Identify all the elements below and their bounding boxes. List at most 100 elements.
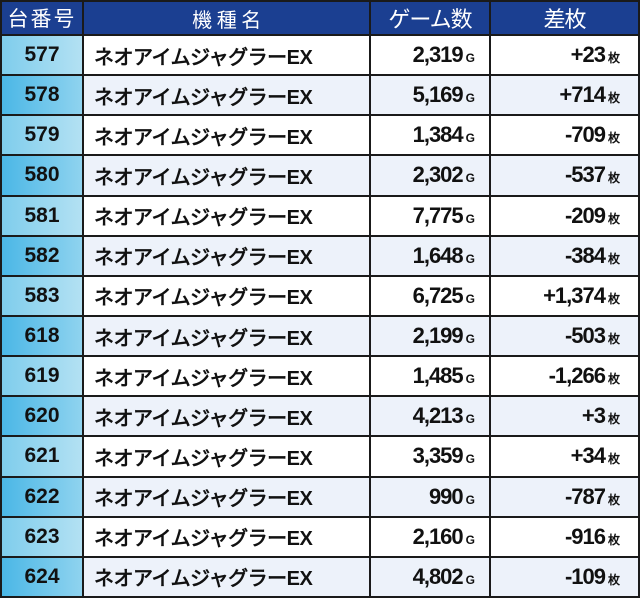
diff-cell: -787 枚 — [489, 475, 640, 518]
model-name: ネオアイムジャグラーEX — [82, 274, 371, 317]
diff-unit: 枚 — [607, 211, 620, 226]
table-row: 622 ネオアイムジャグラーEX 990 G -787 枚 — [0, 475, 640, 518]
model-name: ネオアイムジャグラーEX — [82, 355, 371, 398]
game-count: 5,169 — [412, 82, 464, 108]
table-row: 623 ネオアイムジャグラーEX 2,160 G -916 枚 — [0, 515, 640, 558]
table-header-row: 台番号 機 種 名 ゲーム数 差枚 — [0, 0, 640, 36]
table-row: 582 ネオアイムジャグラーEX 1,648 G -384 枚 — [0, 234, 640, 277]
machine-no: 580 — [0, 154, 84, 197]
table-row: 620 ネオアイムジャグラーEX 4,213 G +3 枚 — [0, 395, 640, 438]
diff-value: +714 — [559, 82, 606, 108]
table-row: 624 ネオアイムジャグラーEX 4,802 G -109 枚 — [0, 555, 640, 598]
game-count: 1,485 — [412, 363, 464, 389]
game-count-cell: 2,302 G — [369, 154, 491, 197]
game-count: 1,648 — [412, 242, 464, 268]
game-count-cell: 4,213 G — [369, 395, 491, 438]
game-count: 2,199 — [412, 323, 464, 349]
diff-cell: -709 枚 — [489, 114, 640, 157]
machine-no: 624 — [0, 555, 84, 598]
game-unit: G — [465, 171, 475, 186]
diff-cell: -916 枚 — [489, 515, 640, 558]
game-unit: G — [465, 251, 475, 266]
diff-value: +23 — [570, 42, 606, 68]
game-count: 2,302 — [412, 162, 464, 188]
game-unit: G — [465, 532, 475, 547]
model-name: ネオアイムジャグラーEX — [82, 114, 371, 157]
header-diff: 差枚 — [489, 0, 640, 36]
diff-value: -787 — [564, 483, 606, 509]
game-count-cell: 990 G — [369, 475, 491, 518]
machine-no: 577 — [0, 33, 84, 77]
model-name: ネオアイムジャグラーEX — [82, 395, 371, 438]
game-unit: G — [465, 51, 475, 66]
table-row: 621 ネオアイムジャグラーEX 3,359 G +34 枚 — [0, 435, 640, 478]
machine-no: 582 — [0, 234, 84, 277]
model-name: ネオアイムジャグラーEX — [82, 555, 371, 598]
machine-no: 579 — [0, 114, 84, 157]
diff-value: -709 — [564, 122, 606, 148]
model-name: ネオアイムジャグラーEX — [82, 515, 371, 558]
table-row: 581 ネオアイムジャグラーEX 7,775 G -209 枚 — [0, 194, 640, 237]
diff-unit: 枚 — [607, 372, 620, 387]
diff-value: -503 — [564, 323, 606, 349]
header-model: 機 種 名 — [82, 0, 371, 36]
game-count-cell: 2,199 G — [369, 314, 491, 358]
diff-value: -916 — [564, 523, 606, 549]
machine-no: 621 — [0, 435, 84, 478]
game-unit: G — [465, 572, 475, 587]
machine-no: 618 — [0, 314, 84, 358]
game-unit: G — [465, 211, 475, 226]
game-count: 1,384 — [412, 122, 464, 148]
game-count-cell: 5,169 G — [369, 74, 491, 117]
diff-cell: -1,266 枚 — [489, 355, 640, 398]
game-count: 2,319 — [412, 42, 464, 68]
game-unit: G — [465, 412, 475, 427]
diff-unit: 枚 — [607, 532, 620, 547]
header-games: ゲーム数 — [369, 0, 491, 36]
machine-no: 620 — [0, 395, 84, 438]
table-row: 579 ネオアイムジャグラーEX 1,384 G -709 枚 — [0, 114, 640, 157]
machine-no: 581 — [0, 194, 84, 237]
diff-value: -1,266 — [548, 363, 606, 389]
game-count-cell: 3,359 G — [369, 435, 491, 478]
diff-cell: -209 枚 — [489, 194, 640, 237]
diff-unit: 枚 — [607, 452, 620, 467]
game-count: 7,775 — [412, 202, 464, 228]
diff-cell: +1,374 枚 — [489, 274, 640, 317]
table-row: 577 ネオアイムジャグラーEX 2,319 G +23 枚 — [0, 33, 640, 77]
machine-no: 578 — [0, 74, 84, 117]
game-count: 990 — [428, 483, 464, 509]
game-count: 6,725 — [412, 282, 464, 308]
model-name: ネオアイムジャグラーEX — [82, 314, 371, 358]
diff-unit: 枚 — [607, 332, 620, 347]
model-name: ネオアイムジャグラーEX — [82, 154, 371, 197]
table-row: 580 ネオアイムジャグラーEX 2,302 G -537 枚 — [0, 154, 640, 197]
game-count-cell: 1,485 G — [369, 355, 491, 398]
model-name: ネオアイムジャグラーEX — [82, 234, 371, 277]
diff-cell: +3 枚 — [489, 395, 640, 438]
model-name: ネオアイムジャグラーEX — [82, 74, 371, 117]
machine-no: 619 — [0, 355, 84, 398]
model-name: ネオアイムジャグラーEX — [82, 33, 371, 77]
game-unit: G — [465, 131, 475, 146]
game-count-cell: 7,775 G — [369, 194, 491, 237]
diff-unit: 枚 — [607, 412, 620, 427]
header-machine-no: 台番号 — [0, 0, 84, 36]
model-name: ネオアイムジャグラーEX — [82, 194, 371, 237]
model-name: ネオアイムジャグラーEX — [82, 475, 371, 518]
diff-value: -384 — [564, 242, 606, 268]
diff-unit: 枚 — [607, 91, 620, 106]
diff-cell: -109 枚 — [489, 555, 640, 598]
diff-unit: 枚 — [607, 291, 620, 306]
table-row: 578 ネオアイムジャグラーEX 5,169 G +714 枚 — [0, 74, 640, 117]
game-count: 4,213 — [412, 403, 464, 429]
diff-cell: +23 枚 — [489, 33, 640, 77]
diff-unit: 枚 — [607, 251, 620, 266]
model-name: ネオアイムジャグラーEX — [82, 435, 371, 478]
diff-value: -537 — [564, 162, 606, 188]
diff-cell: -503 枚 — [489, 314, 640, 358]
table-row: 583 ネオアイムジャグラーEX 6,725 G +1,374 枚 — [0, 274, 640, 317]
machine-no: 623 — [0, 515, 84, 558]
game-count-cell: 1,648 G — [369, 234, 491, 277]
diff-unit: 枚 — [607, 572, 620, 587]
